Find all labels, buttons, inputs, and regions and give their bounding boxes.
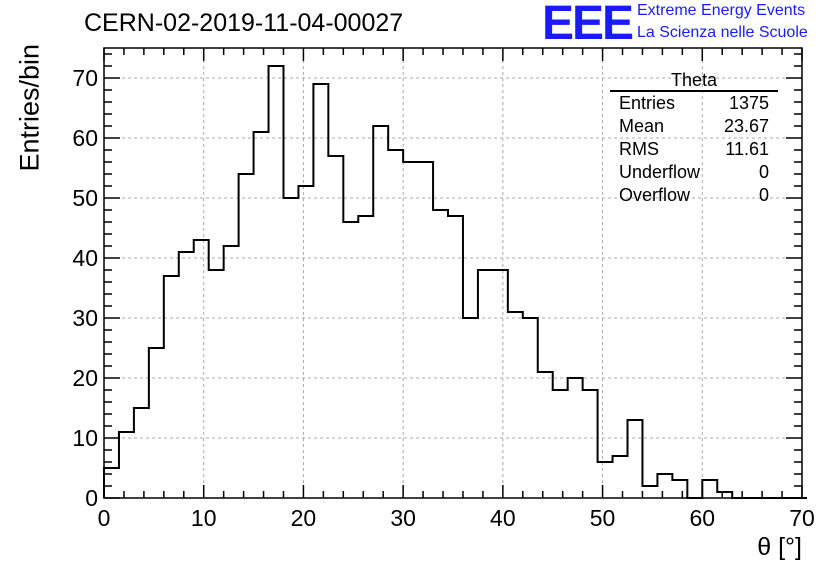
histogram-bin <box>313 84 328 498</box>
histogram-series <box>103 65 807 499</box>
stats-box: Theta Entries 1375 Mean 23.67 RMS 11.61 … <box>610 70 778 207</box>
histogram-bin <box>583 390 598 498</box>
histogram-bin <box>283 198 298 498</box>
x-axis-label: θ [°] <box>757 533 802 561</box>
logo-caption-line2: La Scienza nelle Scuole <box>637 24 808 41</box>
histogram-bin <box>598 462 613 498</box>
x-tick-label: 70 <box>789 505 815 531</box>
x-tick-label: 0 <box>98 505 111 531</box>
histogram-bin <box>194 240 209 498</box>
y-tick-label: 70 <box>72 65 98 91</box>
histogram-bin <box>388 150 403 498</box>
histogram-bin <box>104 468 119 498</box>
stat-label: Underflow <box>619 162 701 182</box>
stat-label: Entries <box>619 93 676 113</box>
histogram-bin <box>134 408 149 498</box>
histogram-bin <box>328 156 343 498</box>
histogram-bin <box>343 222 358 498</box>
x-tick-label: 40 <box>490 505 516 531</box>
histogram-bin <box>119 432 134 498</box>
axes-box <box>103 47 803 499</box>
x-tick-label: 50 <box>590 505 616 531</box>
histogram-bin <box>269 66 284 498</box>
stat-value: 1375 <box>728 93 769 113</box>
histogram-bin <box>478 270 493 498</box>
eee-logo: EEE <box>542 0 634 50</box>
stat-row-mean: Mean 23.67 <box>610 115 778 138</box>
grid-lines <box>104 48 802 498</box>
x-tick-label: 10 <box>191 505 217 531</box>
stats-title: Theta <box>610 70 778 92</box>
logo-caption-line1: Extreme Energy Events <box>637 2 806 19</box>
histogram-bin <box>149 348 164 498</box>
histogram-bin <box>613 456 628 498</box>
histogram-line <box>103 65 807 499</box>
stat-row-rms: RMS 11.61 <box>610 138 778 161</box>
x-tick-label: 30 <box>390 505 416 531</box>
stat-value: 0 <box>758 162 769 182</box>
y-axis-ticks: 0 10 20 30 40 50 60 70 <box>72 53 802 511</box>
histogram-bin <box>508 312 523 498</box>
histogram-bin <box>523 318 538 498</box>
histogram-bin <box>179 252 194 498</box>
histogram-bin <box>358 216 373 498</box>
histogram-bin <box>403 162 418 498</box>
histogram-bin <box>298 186 313 498</box>
histogram-bin <box>672 480 687 498</box>
histogram-bin <box>628 420 643 498</box>
histogram-bin <box>209 270 224 498</box>
histogram-bin <box>642 486 657 498</box>
histogram-bin <box>254 132 269 498</box>
histogram-bin <box>463 318 478 498</box>
y-tick-label: 20 <box>72 365 98 391</box>
histogram-bin <box>224 246 239 498</box>
histogram-bin <box>553 390 568 498</box>
histogram-bin <box>418 162 433 498</box>
stat-label: RMS <box>619 139 659 159</box>
stat-value: 23.67 <box>723 116 769 136</box>
plot-frame <box>103 47 803 499</box>
chart-title: CERN-02-2019-11-04-00027 <box>84 9 404 37</box>
x-tick-label: 60 <box>689 505 715 531</box>
histogram-bin <box>493 270 508 498</box>
histogram-bin <box>164 276 179 498</box>
histogram-bin <box>373 126 388 498</box>
histogram-bin <box>538 372 553 498</box>
y-tick-label: 30 <box>72 305 98 331</box>
x-tick-label: 20 <box>291 505 317 531</box>
histogram-bin <box>568 378 583 498</box>
y-tick-label: 40 <box>72 245 98 271</box>
stat-value: 11.61 <box>725 139 769 159</box>
y-tick-label: 10 <box>72 425 98 451</box>
y-tick-label: 50 <box>72 185 98 211</box>
histogram-bin <box>239 174 254 498</box>
histogram-bin <box>657 474 672 498</box>
stat-row-overflow: Overflow 0 <box>610 184 778 207</box>
stat-label: Overflow <box>619 185 691 205</box>
stat-label: Mean <box>619 116 665 136</box>
y-axis-label: Entries/bin <box>14 43 45 172</box>
x-axis-ticks: 0 10 20 30 40 50 60 70 <box>98 48 815 531</box>
y-tick-label: 0 <box>85 485 98 511</box>
y-tick-label: 60 <box>72 125 98 151</box>
histogram-bin <box>448 216 463 498</box>
histogram-bin <box>702 480 717 498</box>
histogram-bin <box>433 210 448 498</box>
stat-row-underflow: Underflow 0 <box>610 161 778 184</box>
stat-row-entries: Entries 1375 <box>610 92 778 115</box>
histogram-bin <box>717 492 732 498</box>
stat-value: 0 <box>758 185 769 205</box>
